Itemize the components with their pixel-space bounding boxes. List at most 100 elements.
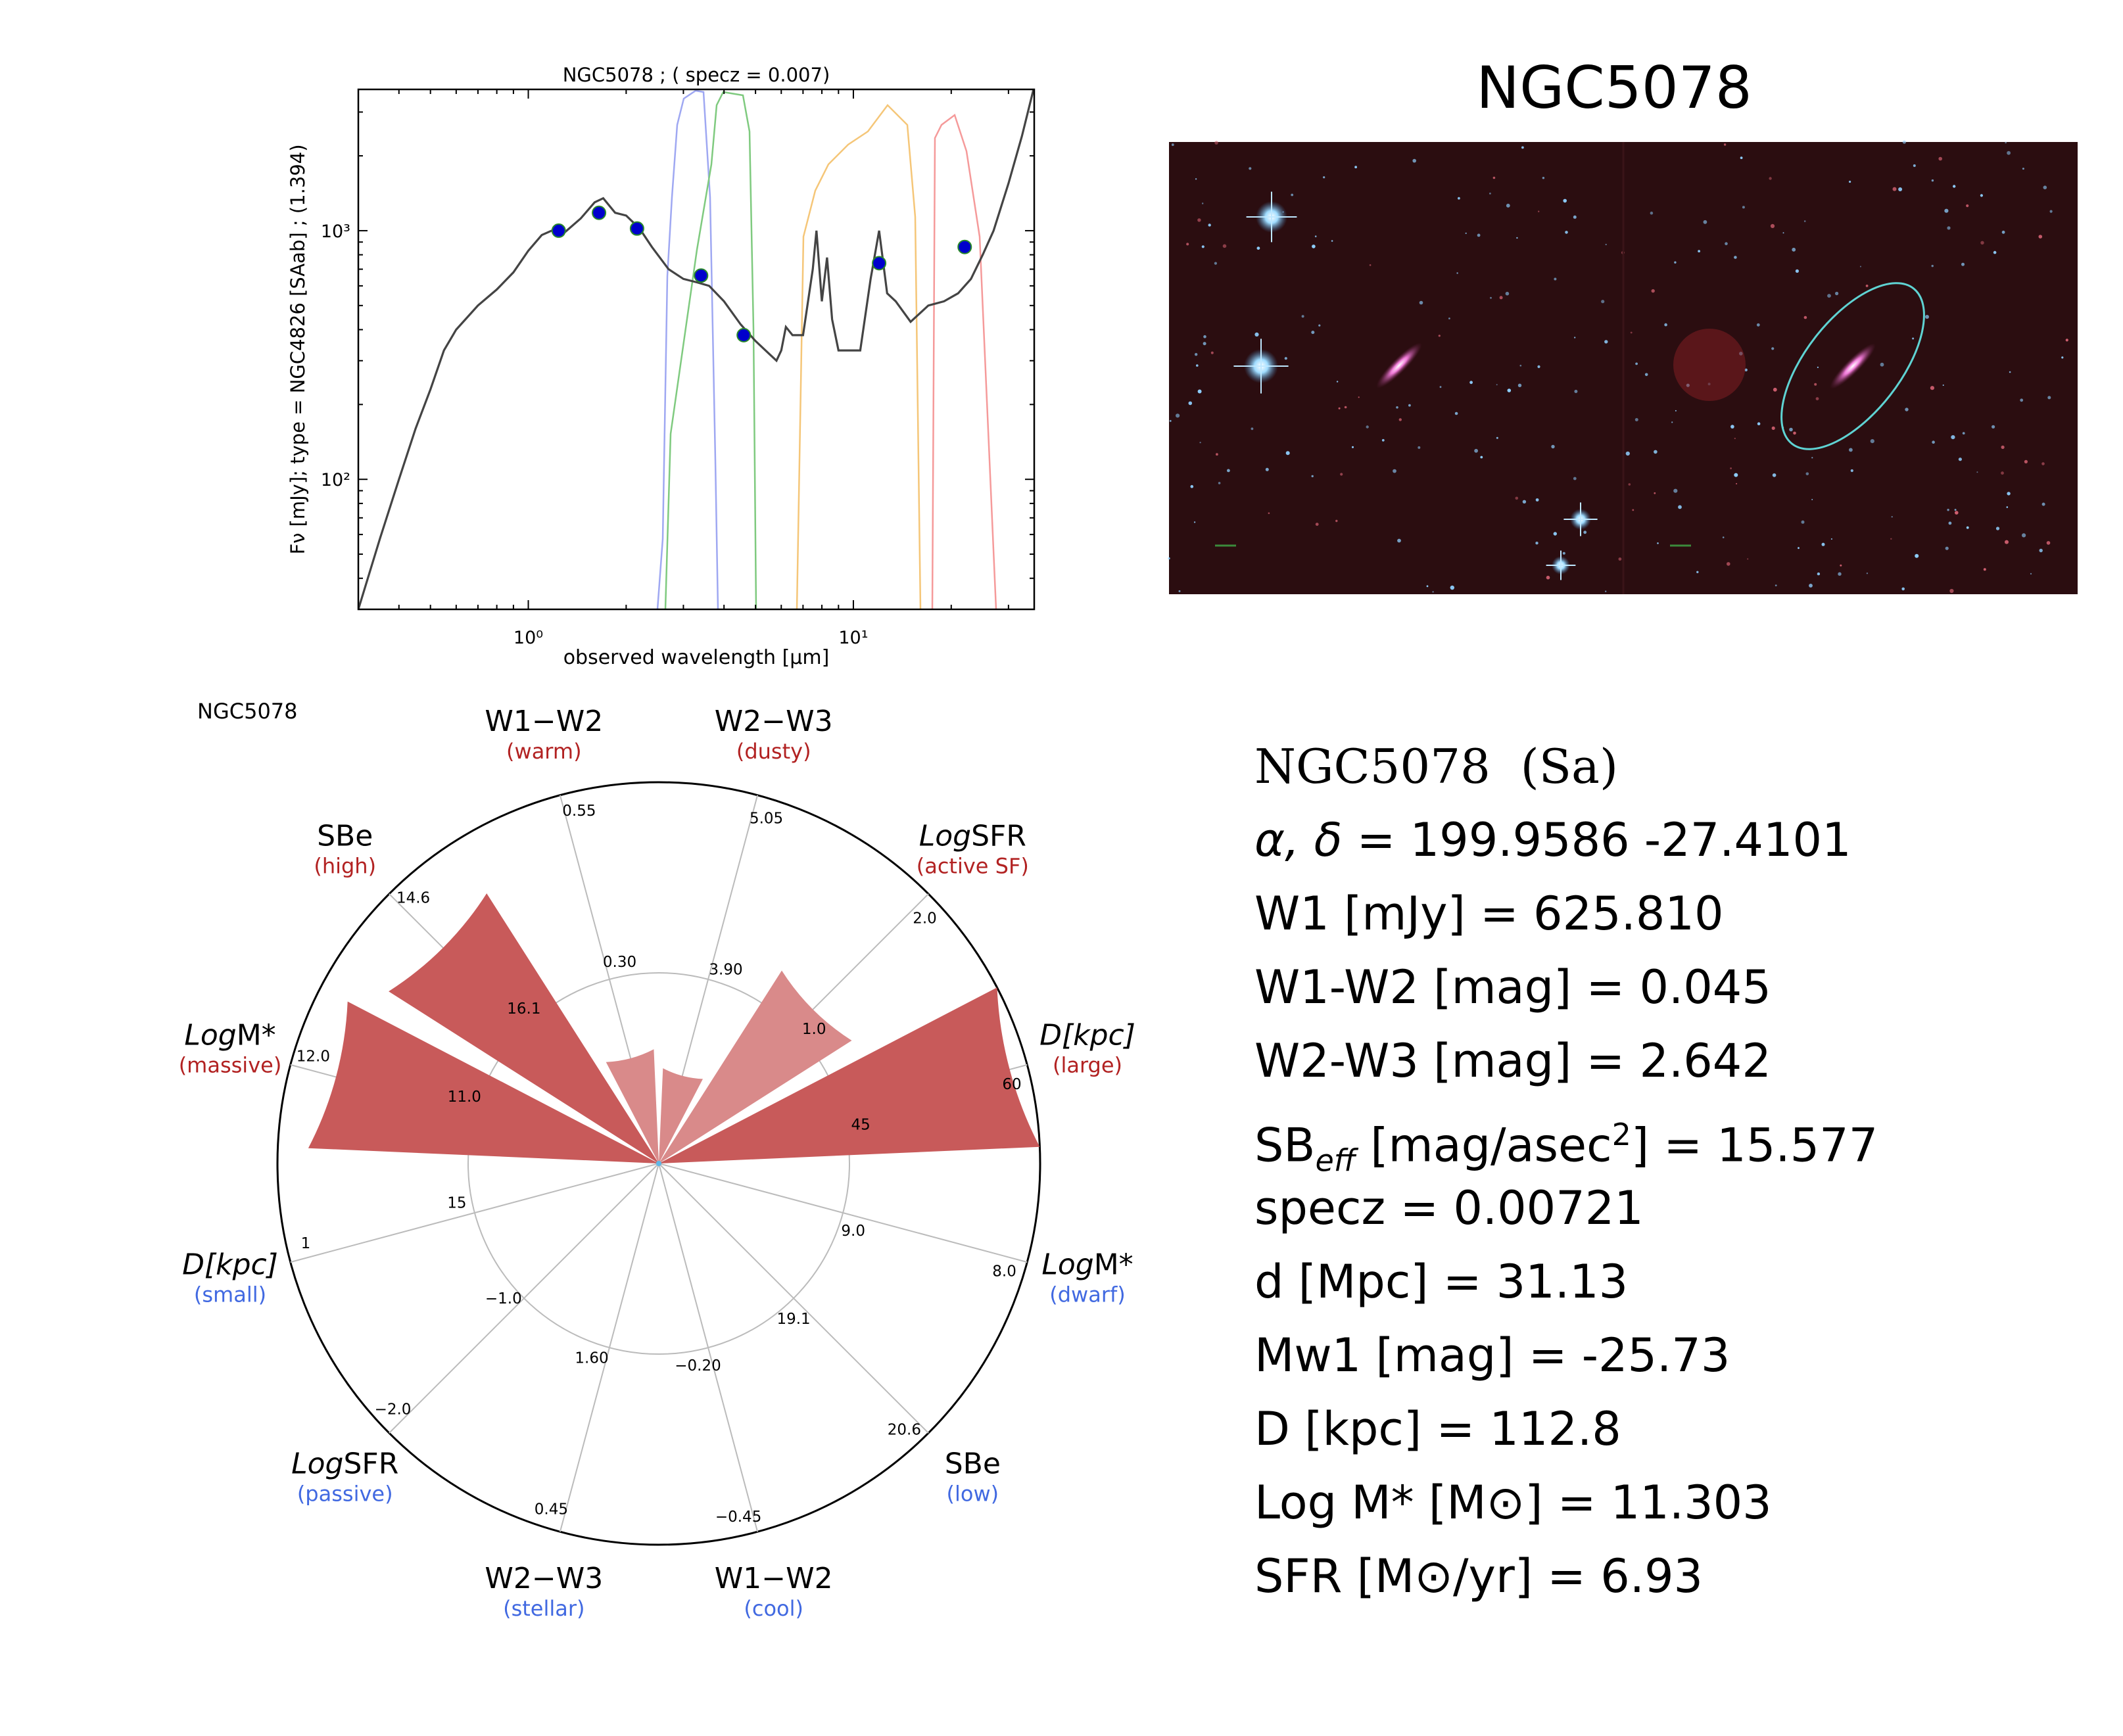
radar-spoke	[658, 1163, 929, 1434]
field-star	[1408, 404, 1411, 407]
field-star	[1664, 323, 1667, 327]
field-star	[1931, 264, 1934, 268]
field-star	[1782, 232, 1784, 234]
field-star	[1188, 401, 1193, 406]
field-star	[2022, 533, 2026, 538]
field-star	[1249, 167, 1252, 170]
radar-axis-label-part: W2−W3	[485, 1562, 603, 1595]
field-star	[2001, 230, 2005, 234]
field-star	[1505, 291, 1510, 296]
field-star	[1727, 562, 1730, 566]
field-star	[1942, 385, 1944, 386]
field-star	[2041, 462, 2045, 465]
field-star	[1426, 585, 1429, 588]
info-specz: specz = 0.00721	[1254, 1181, 1644, 1235]
field-star	[1507, 388, 1512, 392]
radar-axis-label: W1−W2	[485, 705, 603, 738]
radar-axis-label-part: SBe	[945, 1447, 1001, 1480]
field-star	[1859, 266, 1861, 268]
field-star	[1344, 406, 1347, 409]
field-star	[1397, 538, 1401, 543]
field-star	[1335, 519, 1338, 523]
field-star	[1202, 202, 1204, 204]
radar-bar	[659, 1068, 703, 1163]
radar-tick-label: 19.1	[776, 1311, 810, 1328]
field-star	[1214, 262, 1217, 265]
field-star	[1880, 362, 1884, 367]
radar-tick-label: 0.55	[562, 803, 596, 820]
field-star	[1336, 381, 1339, 383]
field-star	[1734, 437, 1736, 440]
field-star	[2039, 548, 2043, 553]
field-star	[1674, 261, 1677, 264]
field-star	[1628, 483, 1631, 486]
field-star	[1945, 546, 1949, 550]
radar-axis-label: D[kpc]	[1039, 1018, 1135, 1052]
field-star	[1465, 232, 1467, 234]
info-radec: α, δ = 199.9586 -27.4101	[1254, 803, 2096, 877]
field-star	[1301, 315, 1304, 318]
radar-axis-label-part: D[kpc]	[1039, 1018, 1135, 1052]
field-star	[1821, 542, 1825, 546]
radar-axis-tag: (dwarf)	[1049, 1282, 1125, 1307]
radar-axis-label: W2−W3	[715, 705, 833, 738]
radar-tick-label: 20.6	[888, 1422, 921, 1439]
field-star	[1675, 410, 1677, 411]
field-star	[1980, 194, 1983, 197]
field-star	[2022, 168, 2024, 170]
field-star	[1734, 473, 1738, 477]
radar-tick-label: −1.0	[485, 1290, 522, 1307]
field-star	[2005, 540, 2009, 544]
field-star	[1962, 432, 1965, 434]
radar-axis-label-part: Log	[919, 820, 971, 853]
info-dkpc: D [kpc] = 112.8	[1254, 1402, 1621, 1456]
field-star	[2047, 396, 2051, 400]
field-star	[1938, 156, 1942, 161]
target-galaxy	[1376, 342, 1422, 388]
sed-plot-title: NGC5078 ; ( specz = 0.007)	[563, 64, 830, 86]
field-star	[1992, 425, 1995, 429]
sed-x-axis-label: observed wavelength [μm]	[563, 646, 830, 669]
radar-tick-label: −0.20	[675, 1357, 721, 1374]
field-star	[1311, 475, 1314, 478]
field-star	[1285, 451, 1290, 456]
radar-axis-tag: (active SF)	[917, 854, 1029, 879]
field-star	[1352, 446, 1354, 448]
field-star	[1898, 187, 1903, 191]
field-star	[1268, 512, 1270, 514]
field-star	[1635, 362, 1638, 365]
radar-axis-tag: (high)	[314, 854, 376, 879]
field-star	[1551, 444, 1555, 449]
field-star	[1630, 331, 1633, 334]
field-star	[1208, 223, 1211, 227]
radar-axis-label-part: SBe	[317, 820, 373, 853]
field-star	[1354, 166, 1358, 169]
field-star	[1314, 235, 1317, 237]
field-star	[2009, 371, 2011, 373]
field-star	[1366, 425, 1369, 429]
radar-tick-label: 1	[301, 1235, 311, 1252]
field-star	[1418, 446, 1421, 449]
field-star	[1865, 285, 1869, 287]
field-star	[1496, 384, 1498, 386]
field-star	[1925, 315, 1929, 319]
filter-curve-w1	[656, 89, 719, 609]
radar-axis-label: LogSFR	[919, 820, 1026, 853]
field-star	[1932, 440, 1935, 444]
field-star	[1949, 588, 1954, 594]
radar-bar	[606, 1049, 659, 1163]
field-star	[1849, 180, 1851, 183]
field-star	[1901, 587, 1905, 591]
field-star	[1931, 179, 1934, 182]
radar-axis-label-part: W1−W2	[485, 705, 603, 738]
field-star	[1604, 340, 1608, 344]
field-star	[1521, 146, 1524, 149]
field-star	[1811, 457, 1813, 459]
field-star	[1756, 323, 1760, 327]
field-star	[1730, 467, 1732, 469]
field-star	[1792, 247, 1796, 252]
info-w1: W1 [mJy] = 625.810	[1254, 887, 1724, 941]
field-star	[1454, 411, 1458, 415]
x-tick-label: 10⁰	[513, 628, 543, 648]
radar-bar	[389, 893, 659, 1163]
